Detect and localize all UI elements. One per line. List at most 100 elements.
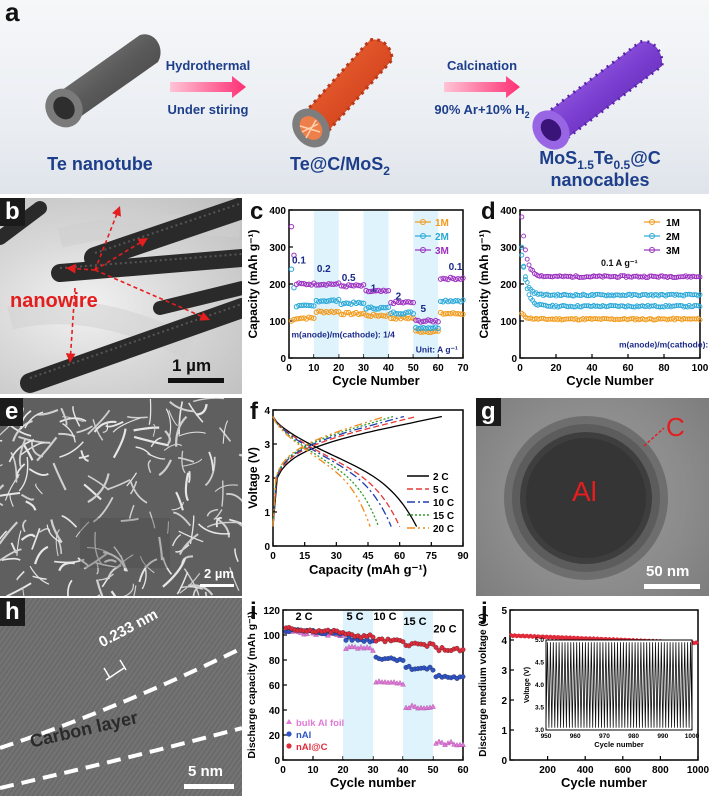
data-point-2M	[403, 310, 409, 316]
data-point-1M	[355, 311, 362, 317]
nanosheet-edge	[127, 415, 148, 419]
legend-marker	[649, 219, 655, 225]
nanosheet-edge	[10, 451, 18, 483]
nanosheet-edge	[169, 401, 195, 413]
panel-g-tem-image: g Al C 50 nm	[476, 398, 709, 596]
data-point-3M	[328, 281, 334, 287]
scale-bar-g	[644, 584, 700, 589]
panel-label-g: g	[476, 398, 501, 426]
nanosheet-edge	[75, 521, 90, 538]
nanosheet-edge	[152, 423, 156, 437]
legend-label: 20 C	[433, 524, 454, 535]
nanosheet-edge	[108, 478, 131, 490]
legend-label: 10 C	[433, 498, 454, 509]
x-tick-label: 800	[652, 765, 669, 776]
data-point-3M	[360, 282, 367, 288]
data-point-2M	[519, 244, 525, 250]
data-point-3M	[378, 288, 384, 294]
nanowire-image	[0, 198, 242, 393]
discharge-curve-2C	[272, 416, 418, 527]
nanosheet-edge	[164, 430, 171, 445]
x-tick-label: 90	[457, 551, 469, 562]
nanosheet-edge	[23, 444, 34, 461]
data-point-nAl	[460, 674, 466, 680]
nanowire-arrows	[65, 205, 211, 364]
nanosheet-edge	[52, 462, 67, 491]
nanosheet-edge	[215, 517, 222, 528]
nanosheet-edge	[204, 591, 208, 596]
nanosheet-edge	[133, 585, 137, 596]
nanosheet-edge	[50, 519, 63, 544]
lattice-image	[0, 598, 242, 796]
y-tick-label: 40	[269, 706, 281, 717]
nanosheet-edge	[120, 517, 139, 522]
nanosheet-edge	[166, 521, 170, 534]
x-tick-label: 30	[367, 765, 379, 776]
panel-c: c 0 10 20 30 40 50 60 70 0 100 200 300 400 Cycle Numb…	[245, 198, 473, 396]
data-point-3M	[321, 281, 327, 288]
y-tick-label: 2	[501, 696, 507, 707]
legend-label: nAl	[296, 730, 311, 741]
y-tick-label: 120	[263, 606, 280, 617]
y-tick-label: 0	[264, 542, 270, 553]
data-point-1M	[375, 313, 382, 319]
data-point-3M	[331, 281, 337, 287]
data-point-2M	[373, 306, 379, 312]
x-tick-label: 400	[577, 765, 594, 776]
data-point-2M	[425, 325, 431, 331]
nanosheet-edge	[96, 562, 99, 575]
scheme-item3-line1: MoS1.5Te0.5@C	[539, 148, 661, 172]
nanosheet-edge	[148, 398, 152, 425]
data-point-2M	[336, 296, 342, 303]
nanosheet-edge	[102, 422, 109, 433]
data-point-3M	[375, 287, 382, 294]
nanosheet-edge	[0, 492, 21, 497]
nanosheet-edge	[129, 481, 148, 504]
data-point-2M	[365, 304, 372, 311]
nanosheet-edge	[87, 473, 110, 504]
legend-marker	[420, 247, 426, 253]
panel-label-c: c	[250, 198, 264, 225]
x-tick-label: 80	[658, 363, 670, 374]
data-point-3M	[425, 317, 431, 323]
data-point-3M	[353, 282, 359, 288]
data-point-extra	[697, 292, 703, 298]
data-point-1M	[348, 311, 354, 318]
data-point-3M	[388, 299, 394, 306]
data-point-3M	[457, 276, 464, 282]
data-point-1M	[358, 311, 364, 317]
nanosheet-edge	[208, 451, 214, 472]
arrow-2	[444, 76, 520, 98]
x-tick-label: 75	[426, 551, 438, 562]
data-point-1M	[333, 308, 339, 315]
data-point-1M	[380, 313, 387, 319]
legend-label: 1M	[666, 218, 680, 229]
discharge-curve-5C	[272, 416, 401, 527]
scheme-item3-a: MoS	[539, 148, 577, 168]
data-point-1M	[440, 311, 446, 317]
data-point-3M	[345, 282, 352, 288]
data-point-2M	[385, 304, 392, 310]
data-point-2M	[418, 325, 424, 331]
rate-label: 5 C	[346, 611, 363, 623]
y-tick-label: 4	[264, 406, 270, 417]
data-point-3M	[365, 288, 372, 295]
nanosheet-edge	[93, 420, 117, 433]
nanosheet-edge	[36, 436, 58, 462]
data-point-3M	[403, 299, 409, 305]
panel-label-i: i	[250, 598, 257, 625]
inset-x-tick-label: 990	[657, 733, 668, 740]
data-point-3M	[303, 281, 310, 288]
legend-marker	[286, 743, 292, 749]
charge-curve-15C	[272, 415, 394, 527]
nanosheet-edge	[59, 417, 87, 423]
inset-y-tick-label: 3.0	[535, 727, 544, 734]
nanosheet-edge	[6, 582, 32, 596]
nanosheet-edge	[168, 410, 179, 427]
legend-label: 2 C	[433, 472, 449, 483]
data-point-3M	[427, 317, 434, 324]
data-point-nAl@C	[460, 647, 466, 653]
nanosheet-edge	[162, 558, 187, 588]
nanosheet-edge	[180, 586, 203, 590]
panel-i: i 0 10 20 30 40 50 60 0 20 40 60 80 100 120 Cycle numb…	[245, 598, 473, 796]
